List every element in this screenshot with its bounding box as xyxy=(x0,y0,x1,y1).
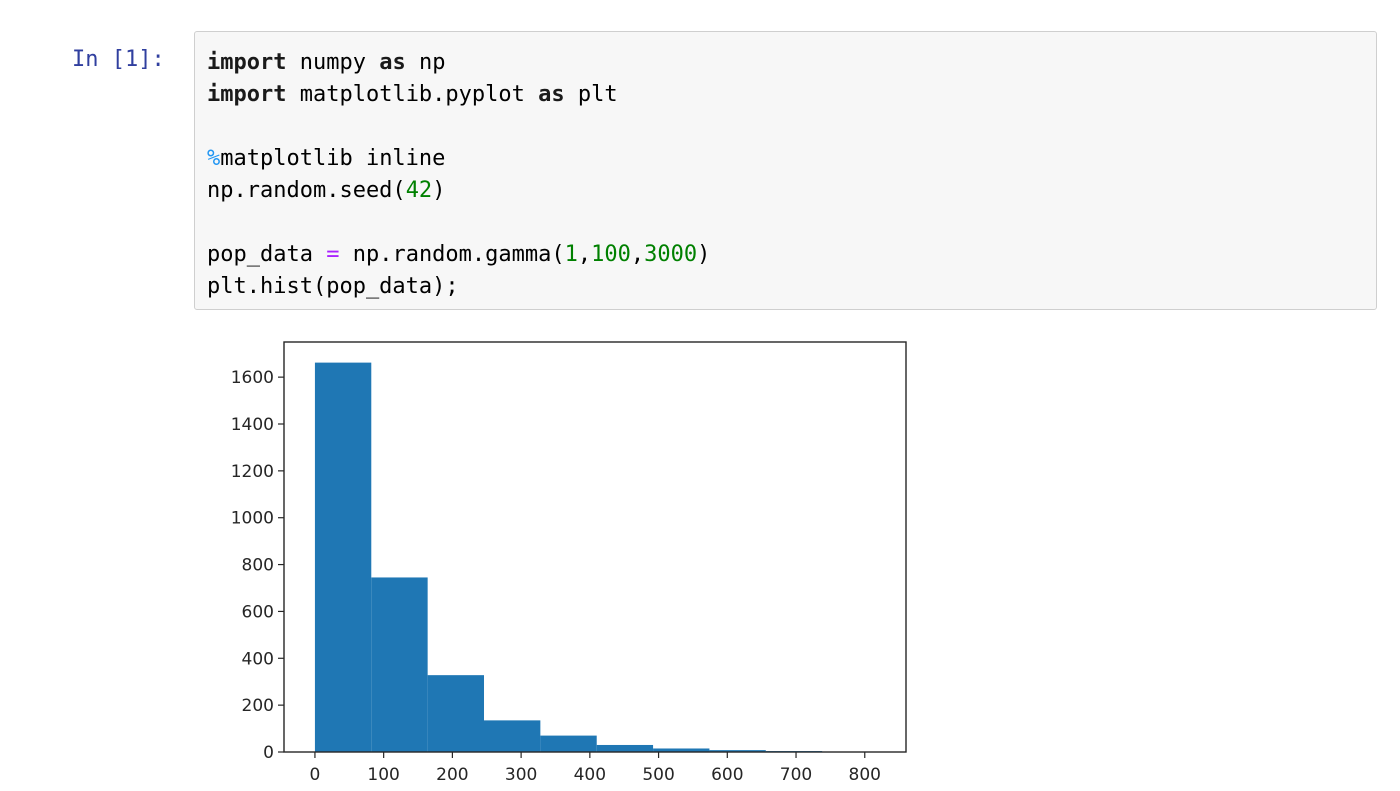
code-token: matplotlib.pyplot xyxy=(286,82,539,107)
code-line: plt.hist(pop_data); xyxy=(207,271,710,303)
code-line xyxy=(207,207,710,239)
code-token: import xyxy=(207,50,287,75)
code-token: import xyxy=(207,82,287,107)
x-tick-label: 500 xyxy=(642,765,674,784)
code-token: plt xyxy=(564,82,618,107)
x-tick-label: 400 xyxy=(574,765,606,784)
code-token: = xyxy=(326,242,340,267)
x-tick-label: 300 xyxy=(505,765,537,784)
code-token: 100 xyxy=(591,242,631,267)
code-line: %matplotlib inline xyxy=(207,143,710,175)
code-line: np.random.seed(42) xyxy=(207,175,710,207)
code-token: numpy xyxy=(286,50,380,75)
code-line: pop_data = np.random.gamma(1,100,3000) xyxy=(207,239,710,271)
y-tick-label: 1400 xyxy=(231,415,274,435)
axes-frame xyxy=(283,341,907,753)
code-token: as xyxy=(379,50,406,75)
histogram-bar xyxy=(427,675,485,752)
code-token: , xyxy=(577,242,592,267)
y-tick-label: 400 xyxy=(242,649,274,669)
code-token: ) xyxy=(432,178,446,203)
code-editor[interactable]: import numpy as np import matplotlib.pypl… xyxy=(207,47,710,303)
histogram-chart: 0 200 400 600 800 1000 1200 1400 1600 0 100 200 300 4… xyxy=(231,341,907,784)
code-token: 3000 xyxy=(644,242,698,267)
code-line xyxy=(207,111,710,143)
histogram-bar xyxy=(540,735,597,752)
cell-prompt: In [1]: xyxy=(72,47,165,72)
y-tick-label: 1000 xyxy=(231,509,274,529)
x-tick-label: 100 xyxy=(367,765,399,784)
code-line: import matplotlib.pyplot as plt xyxy=(207,79,710,111)
y-tick-label: 1200 xyxy=(231,462,274,482)
code-token: , xyxy=(630,242,645,267)
code-token: np.random.gamma( xyxy=(339,242,565,267)
code-token: 1 xyxy=(564,242,578,267)
y-tick-label: 200 xyxy=(242,696,274,716)
x-tick-label: 0 xyxy=(310,765,321,784)
y-tick-label: 0 xyxy=(263,743,274,763)
histogram-bar xyxy=(596,744,654,752)
histogram-bar xyxy=(709,750,766,752)
x-tick-label: 600 xyxy=(711,765,743,784)
cell-output: 0 200 400 600 800 1000 1200 1400 1600 0 100 200 300 4… xyxy=(200,334,920,784)
code-token: % xyxy=(207,146,221,171)
y-tick-label: 600 xyxy=(242,602,274,622)
code-cell-input[interactable]: import numpy as np import matplotlib.pypl… xyxy=(194,31,1377,310)
code-token: 42 xyxy=(405,178,433,203)
histogram-bar xyxy=(371,577,428,752)
code-token: ) xyxy=(697,242,711,267)
y-tick-label: 800 xyxy=(242,556,274,576)
code-token: pop_data xyxy=(207,242,327,267)
code-token: matplotlib inline xyxy=(220,146,446,171)
x-tick-label: 200 xyxy=(436,765,468,784)
code-token: np.random.seed( xyxy=(207,178,406,203)
histogram-bar xyxy=(484,720,541,752)
y-tick-label: 1600 xyxy=(231,368,274,388)
code-token: np xyxy=(405,50,446,75)
histogram-bar xyxy=(314,362,372,752)
code-line: import numpy as np xyxy=(207,47,710,79)
code-token: as xyxy=(538,82,565,107)
code-token: plt.hist(pop_data); xyxy=(207,274,459,299)
x-tick-label: 700 xyxy=(780,765,812,784)
x-tick-label: 800 xyxy=(849,765,881,784)
histogram-bar xyxy=(653,748,710,752)
